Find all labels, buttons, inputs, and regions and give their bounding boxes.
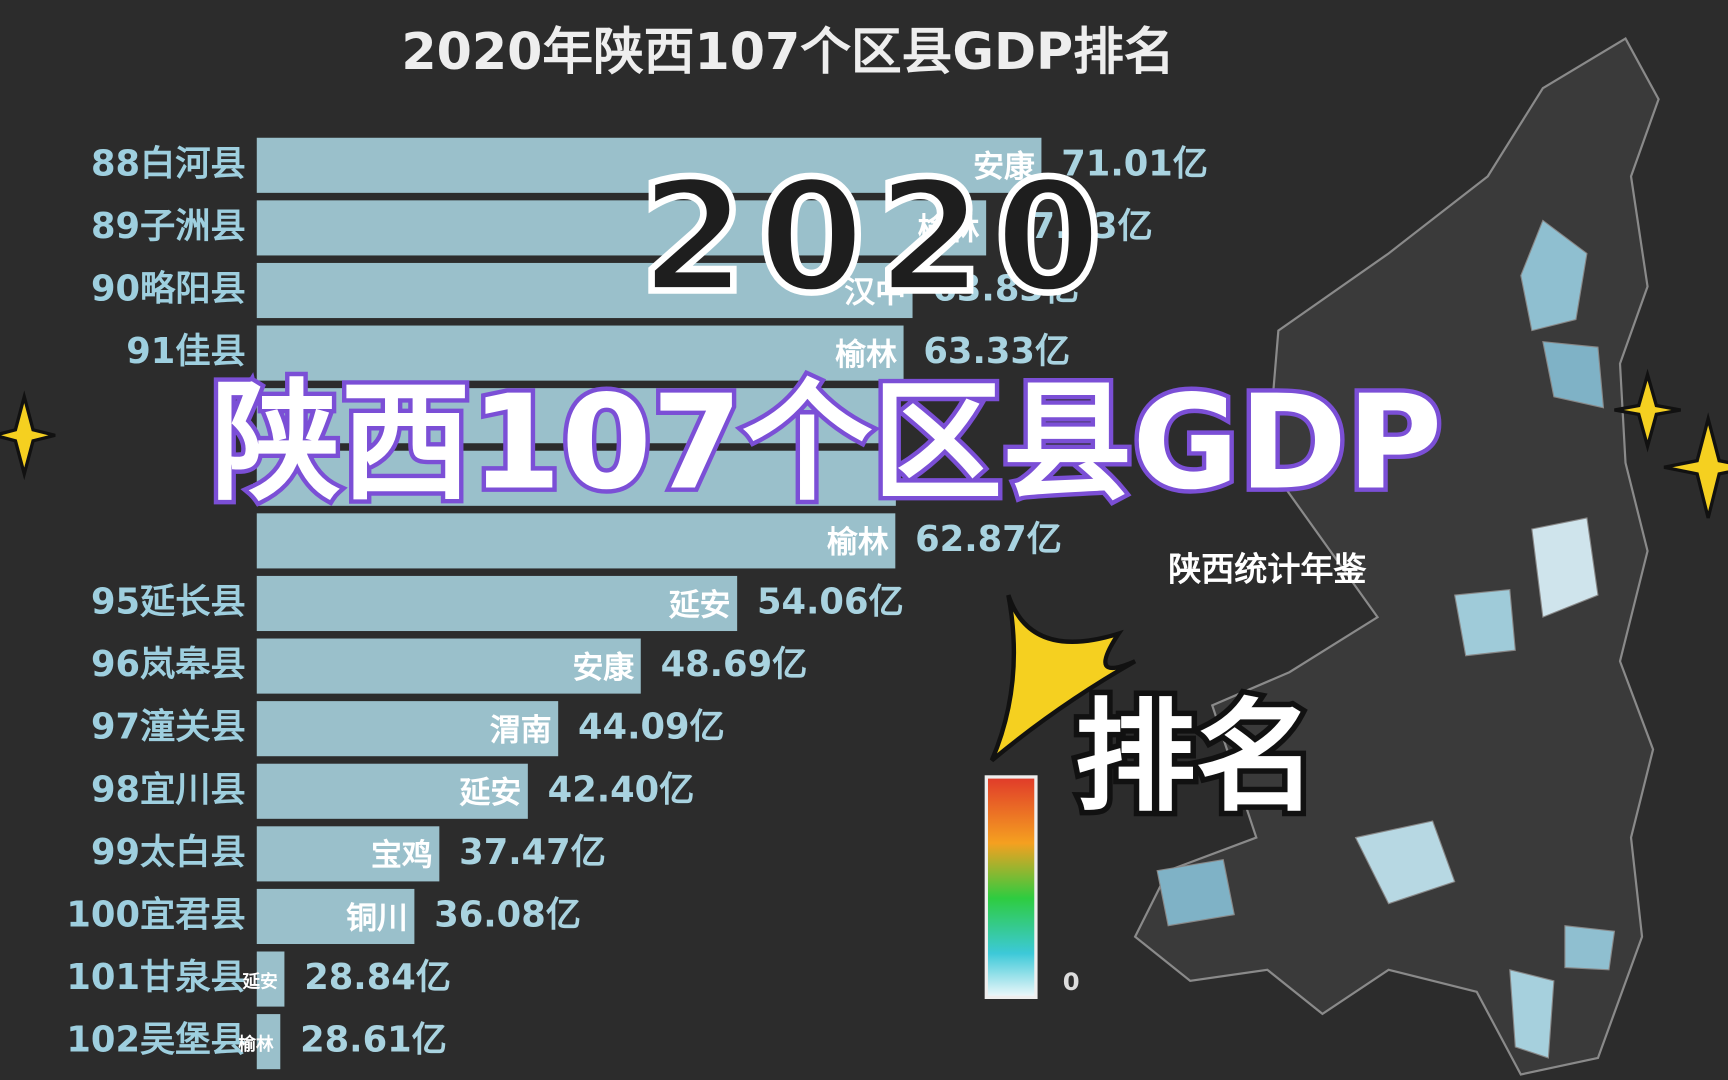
map-region [1454,588,1516,657]
region-label: 汉中 [844,274,906,310]
region-label: 铜川 [346,900,408,936]
map-region [1564,925,1616,971]
value-label: 44.09亿 [578,707,725,748]
colorbar-label: 0 [1063,967,1080,996]
bar [256,763,528,819]
burst [989,594,1137,763]
bar [256,826,440,882]
bar [256,450,896,506]
value-label: 28.61亿 [300,1020,447,1061]
bar [256,638,641,694]
colorbar [984,775,1038,999]
region-label: 榆林 [835,337,897,373]
year-overlay: 2020 [639,148,1112,327]
sparkle [0,390,56,481]
category-label: 89子洲县 [91,206,246,247]
category-label: 102吴堡县 [66,1020,245,1061]
bar [256,262,913,319]
chart-title: 2020年陕西107个区县GDP排名 [401,22,1174,81]
map-region [1531,517,1599,618]
category-label: 95延长县 [91,581,246,622]
bar [256,1014,281,1070]
value-label: 37.47亿 [459,832,606,873]
region-label: 榆林 [238,1033,274,1055]
value-label: 67.93亿 [1006,206,1153,247]
region-label: 渭南 [490,712,552,748]
bar [256,888,415,945]
sparkle [1663,412,1728,519]
bar [256,951,285,1007]
bar [256,513,896,569]
value-label: 48.69亿 [661,644,808,685]
bar [256,388,900,444]
value-label: 28.84亿 [304,957,451,998]
category-label: 97潼关县 [91,707,246,748]
region-label: 榆林 [918,212,980,248]
region-label: 安康 [973,149,1035,185]
value-label: 36.08亿 [434,894,581,935]
map-region [1542,341,1605,409]
map-region [1354,820,1456,905]
region-label: 延安 [242,970,278,992]
category-label: 99太白县 [91,832,246,873]
bar [256,200,987,256]
bar [256,137,1042,193]
sparkle [1614,368,1681,453]
source: 陕西统计年鉴 [1168,549,1367,588]
value-label: 62.87亿 [915,519,1062,560]
value-label: 71.01亿 [1061,143,1208,184]
category-label: 96岚皋县 [91,644,246,685]
bar [256,701,559,757]
region-label: 榆林 [827,525,889,561]
map [1133,37,1660,1076]
category-label: 100宜君县 [66,894,245,935]
region-label: 延安 [460,775,522,811]
value-label: 63.33亿 [923,331,1070,372]
tag: 排名 [1074,686,1316,828]
map-region [1156,858,1235,927]
map-region [1520,219,1588,332]
category-label: 88白河县 [91,143,246,184]
category-label: 91佳县 [126,331,246,372]
headline: 陕西107个区县GDP [211,366,1443,518]
map-region [1509,969,1555,1059]
value-label: 54.06亿 [757,581,904,622]
region-label: 安康 [572,650,634,686]
category-label: 98宜川县 [91,769,246,810]
value-label: 63.83亿 [932,268,1079,309]
category-label: 101甘泉县 [66,957,245,998]
bar [256,325,904,381]
region-label: 宝鸡 [371,838,433,874]
category-label: 90略阳县 [91,268,246,309]
value-label: 42.40亿 [548,769,695,810]
region-label: 延安 [669,587,731,623]
bar [256,575,738,632]
